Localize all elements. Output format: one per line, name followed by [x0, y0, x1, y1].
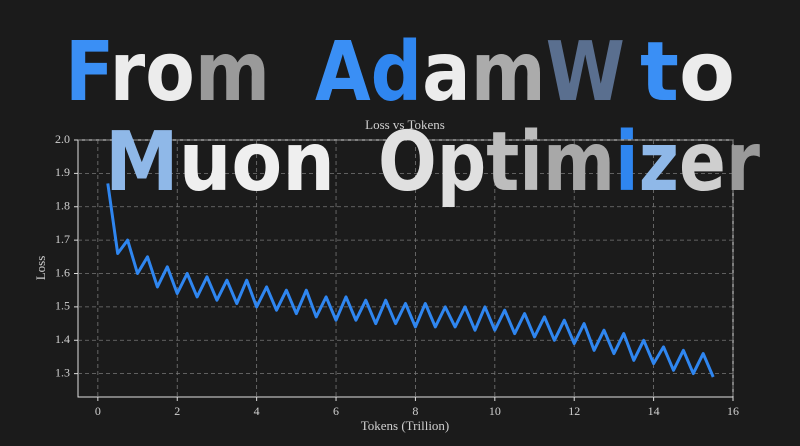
headline-segment: a [422, 25, 471, 120]
x-tick-label: 16 [727, 404, 739, 418]
x-tick-label: 10 [489, 404, 501, 418]
headline-segment: A [315, 25, 371, 120]
x-tick-label: 8 [412, 404, 418, 418]
headline-segment: W [546, 25, 625, 120]
x-tick-label: 12 [568, 404, 580, 418]
headline-segment: m [543, 115, 615, 210]
headline-segment: ro [110, 25, 195, 120]
x-tick-label: 0 [95, 404, 101, 418]
x-axis-label: Tokens (Trillion) [361, 418, 450, 433]
y-tick-label: 1.6 [55, 265, 70, 279]
headline-segment: uon [179, 115, 335, 210]
y-tick-label: 2.0 [55, 132, 70, 146]
headline-segment: m [471, 25, 546, 120]
headline-segment: Op [378, 115, 486, 210]
y-tick-label: 1.4 [55, 332, 70, 346]
x-tick-label: 4 [254, 404, 260, 418]
headline-segment: m [195, 25, 270, 120]
y-tick-label: 1.9 [55, 165, 70, 179]
headline-segment: ti [486, 115, 543, 210]
headline-word: From [65, 25, 270, 120]
headline-word: AdamW [315, 25, 625, 120]
x-tick-label: 14 [648, 404, 660, 418]
y-tick-label: 1.7 [55, 232, 70, 246]
headline-segment: F [65, 25, 110, 120]
y-tick-label: 1.3 [55, 365, 70, 379]
headline-segment: t [640, 25, 679, 120]
x-tick-label: 6 [333, 404, 339, 418]
y-tick-label: 1.5 [55, 299, 70, 313]
x-tick-label: 2 [174, 404, 180, 418]
headline-word: to [640, 25, 735, 120]
headline-segment: i [615, 115, 639, 210]
headline-segment: z [639, 115, 679, 210]
headline-segment: o [679, 25, 735, 120]
loss-line [106, 183, 715, 378]
chart-title: Loss vs Tokens [365, 117, 445, 132]
y-tick-label: 1.8 [55, 199, 70, 213]
headline-segment: r [726, 115, 761, 210]
headline-word: Optimizer [378, 115, 760, 210]
headline-word: Muon [105, 115, 335, 210]
headline-segment: e [679, 115, 726, 210]
headline-segment: d [371, 25, 422, 120]
y-axis-label: Loss [33, 256, 48, 281]
headline-segment: M [105, 115, 179, 210]
